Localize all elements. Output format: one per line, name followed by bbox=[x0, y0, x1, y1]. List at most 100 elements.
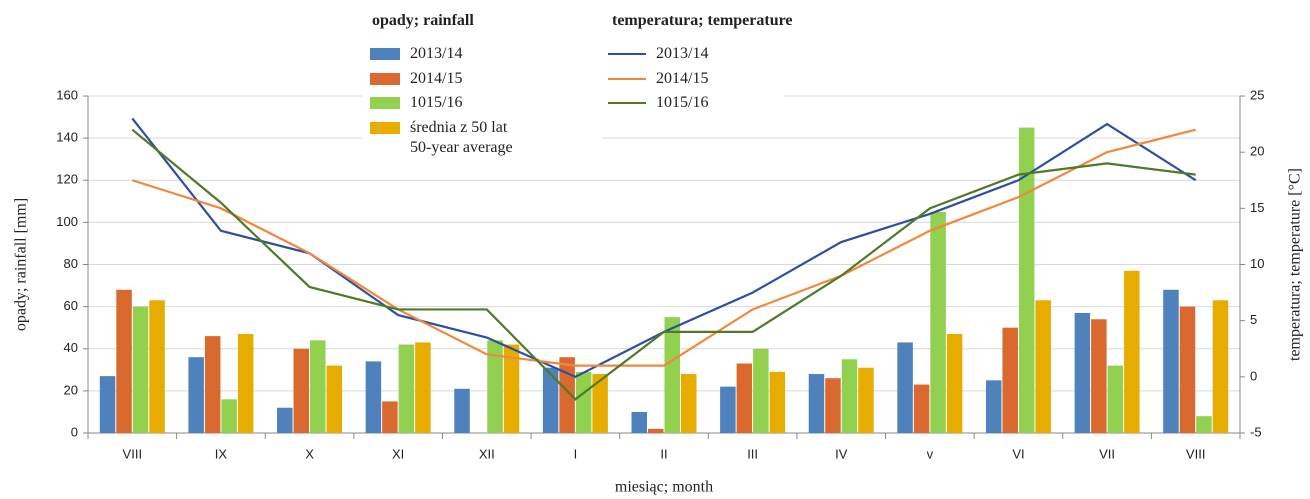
legend-entry: 2014/15 bbox=[602, 69, 784, 94]
legend-swatch bbox=[608, 102, 646, 104]
bar bbox=[1002, 327, 1018, 433]
bar bbox=[1212, 300, 1229, 433]
legend-title: opady; rainfall bbox=[372, 12, 474, 29]
line-series bbox=[131, 128, 1196, 367]
legend-label: 2013/14 bbox=[410, 45, 463, 62]
legend-entry: 1015/16 bbox=[362, 93, 602, 118]
x-tick-label: IX bbox=[215, 446, 228, 461]
bar bbox=[1018, 127, 1035, 433]
bar bbox=[415, 342, 431, 433]
y2-tick-label: 10 bbox=[1250, 256, 1264, 271]
bar bbox=[985, 380, 1002, 433]
bar bbox=[454, 388, 470, 433]
bar bbox=[542, 367, 559, 433]
legend-label: 1015/16 bbox=[410, 94, 463, 111]
bar bbox=[1107, 365, 1124, 433]
y-tick-label: 120 bbox=[56, 172, 78, 187]
legend-swatch bbox=[608, 77, 646, 80]
bar bbox=[1091, 319, 1107, 433]
x-tick-label: XII bbox=[479, 446, 495, 461]
bar bbox=[116, 289, 132, 433]
bar bbox=[310, 340, 326, 433]
bar bbox=[858, 367, 874, 433]
y2-axis-title: temperatura; temperature [°C] bbox=[1287, 168, 1304, 361]
bar bbox=[132, 306, 149, 433]
y-tick-label: 160 bbox=[56, 87, 78, 102]
x-tick-label: X bbox=[305, 446, 314, 461]
bar bbox=[149, 300, 165, 433]
legend: 2013/14 2014/15 1015/16 bbox=[602, 44, 784, 122]
bar bbox=[681, 374, 697, 433]
bar bbox=[1179, 306, 1196, 433]
legend-entry: 2014/15 bbox=[362, 69, 602, 94]
y-axis-title: opady; rainfall [mm] bbox=[13, 198, 30, 331]
bar bbox=[825, 378, 841, 433]
bar bbox=[592, 374, 608, 433]
y-tick-label: 140 bbox=[56, 130, 78, 145]
legend: 2013/14 2014/15 1015/16 średnia z 50 lat 50… bbox=[362, 44, 602, 166]
legend-swatch bbox=[370, 121, 400, 134]
x-tick-label: II bbox=[660, 446, 667, 461]
x-tick-label: VIII bbox=[1186, 446, 1206, 461]
y2-tick-label: 20 bbox=[1250, 144, 1264, 159]
y2-tick-label: 15 bbox=[1250, 200, 1264, 215]
legend-title: temperatura; temperature bbox=[612, 12, 793, 29]
legend-label: 2014/15 bbox=[410, 69, 463, 87]
y-tick-label: 20 bbox=[64, 382, 78, 397]
x-tick-label: I bbox=[574, 446, 578, 461]
x-tick-label: III bbox=[747, 446, 758, 461]
x-tick-label: v bbox=[927, 446, 934, 461]
bar bbox=[1074, 312, 1091, 433]
y2-tick-label: 25 bbox=[1250, 87, 1264, 102]
legend-entry: 2013/14 bbox=[362, 44, 602, 69]
y2-tick-label: 5 bbox=[1250, 312, 1257, 327]
bar bbox=[188, 357, 204, 433]
bar bbox=[769, 371, 786, 433]
bar bbox=[204, 336, 221, 433]
line-series bbox=[131, 128, 1196, 401]
bar bbox=[930, 211, 946, 433]
bar bbox=[720, 386, 736, 433]
bar bbox=[648, 428, 664, 433]
bar bbox=[398, 344, 415, 433]
bar bbox=[487, 340, 503, 433]
bar bbox=[841, 359, 858, 433]
x-tick-label: IV bbox=[835, 446, 848, 461]
y-tick-label: 0 bbox=[71, 424, 78, 439]
bar bbox=[946, 334, 963, 433]
legend-swatch bbox=[370, 97, 400, 109]
bar bbox=[575, 371, 592, 433]
bar bbox=[365, 361, 382, 433]
legend-label: 1015/16 bbox=[656, 94, 709, 111]
legend-swatch bbox=[370, 48, 400, 60]
legend-swatch bbox=[370, 72, 400, 85]
legend-entry: 1015/16 bbox=[602, 93, 784, 118]
x-tick-label: VIII bbox=[123, 446, 143, 461]
legend-label: średnia z 50 lat 50-year average bbox=[410, 118, 513, 156]
bar bbox=[382, 401, 398, 433]
bar bbox=[897, 342, 913, 433]
bar bbox=[277, 407, 293, 433]
legend-label: 2014/15 bbox=[656, 69, 709, 87]
y-tick-label: 40 bbox=[64, 340, 78, 355]
y-tick-label: 100 bbox=[56, 214, 78, 229]
legend-swatch bbox=[608, 53, 646, 55]
bar bbox=[1124, 270, 1140, 433]
y2-tick-label: -5 bbox=[1250, 424, 1262, 439]
bar bbox=[1196, 416, 1212, 433]
bar bbox=[237, 334, 254, 433]
legend-label: 2013/14 bbox=[656, 45, 709, 62]
bar bbox=[913, 384, 930, 433]
bar bbox=[1163, 289, 1179, 433]
bar bbox=[664, 317, 680, 433]
y2-tick-label: 0 bbox=[1250, 368, 1257, 383]
bar bbox=[99, 376, 116, 433]
bar bbox=[753, 348, 769, 433]
bar bbox=[1035, 300, 1051, 433]
x-tick-label: VI bbox=[1012, 446, 1024, 461]
legend-entry: średnia z 50 lat 50-year average bbox=[362, 118, 602, 162]
x-tick-label: XI bbox=[392, 446, 404, 461]
x-tick-label: VII bbox=[1099, 446, 1115, 461]
bar bbox=[503, 344, 520, 433]
